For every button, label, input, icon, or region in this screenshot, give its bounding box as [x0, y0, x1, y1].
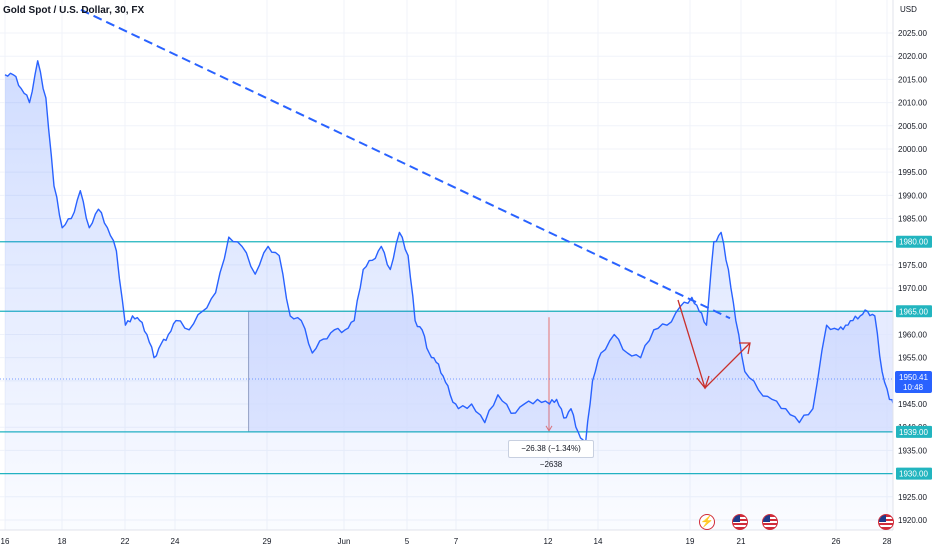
y-tick-label: 2025.00: [898, 29, 927, 38]
y-tick-label: 1920.00: [898, 516, 927, 525]
y-tick-label: 1990.00: [898, 191, 927, 200]
level-price-text: 1980.00: [899, 238, 928, 247]
y-tick-label: 2000.00: [898, 145, 927, 154]
y-tick-label: 1925.00: [898, 493, 927, 502]
arrowhead-down: [696, 375, 710, 390]
x-tick-label: 5: [405, 537, 410, 546]
x-tick-label: 22: [121, 537, 130, 546]
y-tick-label: 1995.00: [898, 168, 927, 177]
y-tick-label: 1960.00: [898, 330, 927, 339]
level-price-text: 1965.00: [899, 307, 928, 316]
y-tick-label: 2020.00: [898, 52, 927, 61]
currency-label: USD: [900, 5, 917, 14]
y-tick-label: 1970.00: [898, 284, 927, 293]
price-area: [0, 60, 932, 530]
x-tick-label: 19: [686, 537, 695, 546]
level-price-text: 1939.00: [899, 428, 928, 437]
level-price-tag: [896, 467, 932, 480]
x-tick-label: 29: [263, 537, 272, 546]
projection-arrow[interactable]: [677, 299, 751, 390]
y-tick-label: 1945.00: [898, 400, 927, 409]
trendline-dashed[interactable]: [80, 8, 731, 320]
y-tick-label: 2005.00: [898, 122, 927, 131]
lightning-icon[interactable]: ⚡: [699, 514, 715, 530]
x-tick-label: 18: [58, 537, 67, 546]
level-price-tag: [896, 305, 932, 318]
level-price-tag: [896, 235, 932, 248]
y-tick-label: 2015.00: [898, 75, 927, 84]
current-price-tag: [895, 370, 932, 393]
measurement-label: −26.38 (−1.34%) −2638: [508, 440, 594, 469]
trendline[interactable]: [80, 8, 731, 320]
us-flag-icon[interactable]: [732, 514, 748, 530]
y-tick-label: 1955.00: [898, 354, 927, 363]
countdown-text: 10:48: [903, 383, 924, 392]
x-tick-label: 21: [737, 537, 746, 546]
x-tick-label: Jun: [338, 537, 351, 546]
x-axis: 16 18 22 24 29 Jun 5 7 12 14 19 21 26 28: [0, 529, 893, 546]
x-tick-label: 28: [883, 537, 892, 546]
x-tick-label: 12: [544, 537, 553, 546]
price-area-fill: [5, 60, 932, 530]
price-line: [4, 60, 932, 447]
y-tick-label: 1985.00: [898, 215, 927, 224]
us-flag-icon[interactable]: [762, 514, 778, 530]
us-flag-icon[interactable]: [878, 514, 894, 530]
y-tick-label: 1975.00: [898, 261, 927, 270]
y-tick-label: 2010.00: [898, 99, 927, 108]
x-tick-label: 7: [454, 537, 459, 546]
x-tick-label: 26: [832, 537, 841, 546]
y-axis: USD 2025.00 2020.00 2015.00 2010.00 2005.00 20…: [892, 0, 932, 550]
level-price-tag: [896, 425, 932, 438]
x-tick-label: 24: [171, 537, 180, 546]
y-axis-bg: [893, 0, 932, 550]
current-price-text: 1950.41: [899, 373, 928, 382]
level-price-text: 1930.00: [899, 470, 928, 479]
chart-title: Gold Spot / U.S. Dollar, 30, FX: [3, 5, 145, 16]
x-tick-label: 16: [1, 537, 10, 546]
x-tick-label: 14: [594, 537, 603, 546]
y-tick-label: 1935.00: [898, 446, 927, 455]
arrowhead-up: [739, 342, 751, 355]
